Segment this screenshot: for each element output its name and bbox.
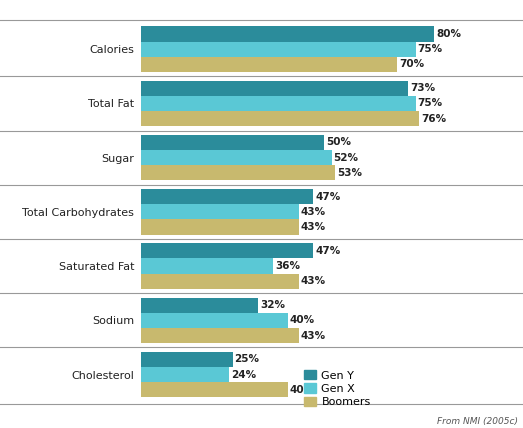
Bar [141, 243, 313, 259]
Bar [141, 135, 324, 150]
Text: 53%: 53% [337, 168, 362, 178]
Text: 24%: 24% [231, 369, 256, 380]
Legend: Gen Y, Gen X, Boomers: Gen Y, Gen X, Boomers [301, 368, 373, 409]
Bar [141, 367, 229, 382]
Bar [141, 259, 273, 273]
Text: 75%: 75% [417, 44, 443, 54]
Text: 80%: 80% [436, 29, 461, 39]
Text: 75%: 75% [417, 98, 443, 108]
Bar [141, 220, 299, 235]
Text: 43%: 43% [300, 330, 326, 341]
Bar [141, 328, 299, 343]
Text: 43%: 43% [300, 276, 326, 286]
Bar [141, 80, 408, 96]
Bar [141, 352, 233, 367]
Text: 40%: 40% [290, 385, 315, 395]
Text: 47%: 47% [315, 192, 340, 202]
Text: 47%: 47% [315, 246, 340, 256]
Text: 43%: 43% [300, 207, 326, 217]
Bar [141, 297, 258, 313]
Text: 70%: 70% [400, 59, 425, 69]
Text: 40%: 40% [290, 315, 315, 325]
Bar [141, 96, 416, 111]
Bar [141, 189, 313, 204]
Text: 32%: 32% [260, 300, 285, 310]
Bar [141, 42, 416, 57]
Bar [141, 313, 288, 328]
Text: 36%: 36% [275, 261, 300, 271]
Bar [141, 204, 299, 220]
Bar [141, 165, 335, 181]
Text: 50%: 50% [326, 137, 351, 148]
Text: 52%: 52% [334, 153, 358, 163]
Bar [141, 150, 332, 165]
Text: 73%: 73% [410, 83, 436, 93]
Text: 25%: 25% [234, 354, 259, 364]
Bar [141, 273, 299, 289]
Text: 76%: 76% [422, 113, 447, 124]
Bar [141, 27, 434, 42]
Bar [141, 111, 419, 126]
Bar [141, 382, 288, 397]
Text: 43%: 43% [300, 222, 326, 232]
Text: From NMI (2005c): From NMI (2005c) [437, 417, 518, 426]
Bar [141, 57, 397, 72]
